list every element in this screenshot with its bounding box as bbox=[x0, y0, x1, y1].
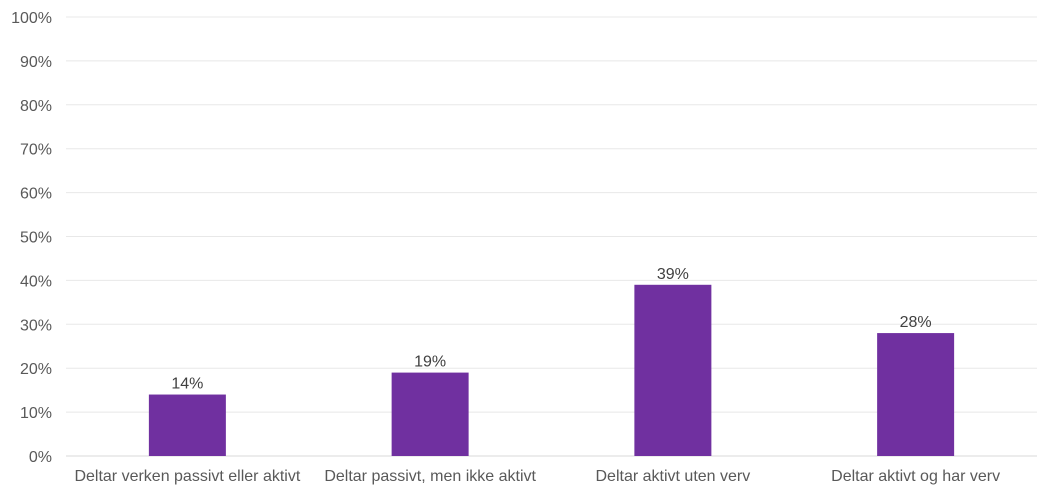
x-category-label: Deltar aktivt og har verv bbox=[831, 468, 1000, 485]
bar bbox=[391, 372, 469, 456]
bar bbox=[877, 333, 955, 456]
y-axis-ticks: 0% 10% 20% 30% 40% 50% 60% 70% 80% 90% 100% bbox=[11, 10, 52, 466]
y-tick-label: 0% bbox=[29, 449, 52, 466]
x-category-label: Deltar verken passivt eller aktivt bbox=[74, 468, 300, 485]
bar-value-label: 14% bbox=[171, 376, 203, 393]
y-tick-label: 50% bbox=[20, 230, 52, 247]
y-tick-label: 30% bbox=[20, 317, 52, 334]
bar-value-label: 39% bbox=[657, 266, 689, 283]
y-tick-label: 40% bbox=[20, 273, 52, 290]
data-labels: 14% 19% 39% 28% bbox=[171, 266, 931, 393]
y-tick-label: 20% bbox=[20, 361, 52, 378]
bar-value-label: 19% bbox=[414, 354, 446, 371]
gridlines bbox=[66, 16, 1037, 457]
y-tick-label: 80% bbox=[20, 98, 52, 115]
x-category-label: Deltar aktivt uten verv bbox=[596, 468, 751, 485]
bar-value-label: 28% bbox=[900, 314, 932, 331]
bar bbox=[634, 284, 712, 456]
x-category-label: Deltar passivt, men ikke aktivt bbox=[324, 468, 536, 485]
y-tick-label: 70% bbox=[20, 142, 52, 159]
y-tick-label: 100% bbox=[11, 10, 52, 27]
bars bbox=[148, 284, 955, 456]
bar bbox=[148, 394, 226, 456]
y-tick-label: 60% bbox=[20, 186, 52, 203]
x-axis-categories: Deltar verken passivt eller aktivt Deltar… bbox=[74, 468, 1000, 485]
y-tick-label: 10% bbox=[20, 405, 52, 422]
y-tick-label: 90% bbox=[20, 54, 52, 71]
